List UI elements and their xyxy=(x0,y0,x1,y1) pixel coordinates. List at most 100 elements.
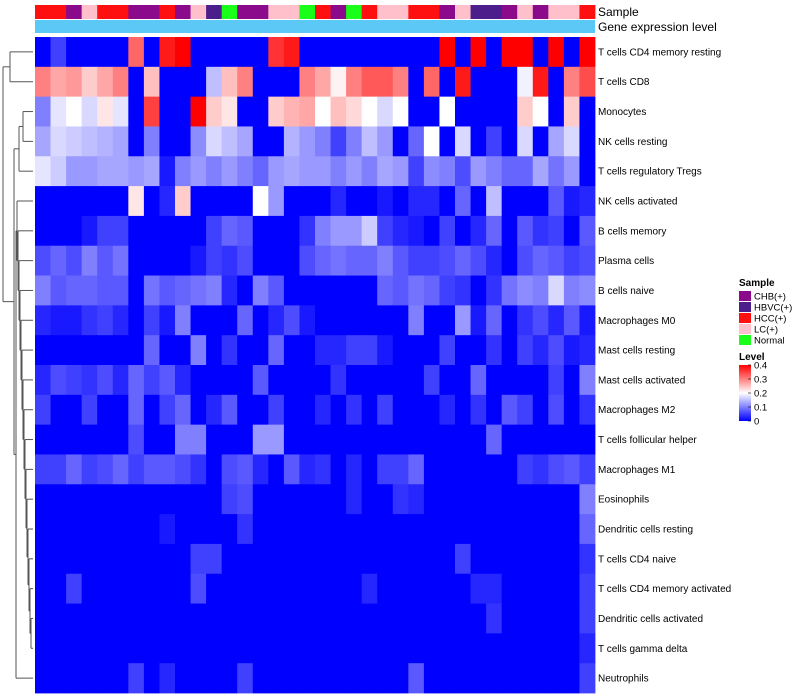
heatmap-cell xyxy=(548,335,565,366)
heatmap-cell xyxy=(268,543,285,575)
heatmap-cell xyxy=(532,365,549,396)
heatmap-cell xyxy=(268,394,285,426)
heatmap-cell xyxy=(423,215,440,247)
heatmap-cell xyxy=(315,66,331,98)
heatmap-cell xyxy=(252,96,269,127)
heatmap-cell xyxy=(35,663,51,694)
heatmap-cell xyxy=(50,215,67,247)
heatmap-cell xyxy=(563,543,580,575)
heatmap-cell xyxy=(299,156,316,187)
heatmap-cell xyxy=(206,454,223,485)
heatmap-cell xyxy=(283,543,300,575)
heatmap-cell xyxy=(579,126,596,157)
sample-legend-label: LC(+) xyxy=(754,325,778,336)
heatmap-cell xyxy=(283,454,300,485)
heatmap-cell xyxy=(548,66,565,98)
heatmap-cell xyxy=(532,633,549,664)
heatmap-cell xyxy=(579,484,596,515)
heatmap-cell xyxy=(252,305,269,336)
sample-legend-swatch xyxy=(739,302,751,312)
heatmap-cell xyxy=(455,365,471,396)
heatmap-cell xyxy=(175,245,191,276)
heatmap-cell xyxy=(268,96,285,127)
row-label: Plasma cells xyxy=(598,256,654,267)
heatmap-cell xyxy=(221,156,238,187)
heatmap-cell xyxy=(299,394,316,426)
heatmap-cell xyxy=(50,603,67,634)
heatmap-cell xyxy=(128,305,145,336)
heatmap-cell xyxy=(206,514,223,545)
heatmap-cell xyxy=(330,603,347,634)
row-dendrogram xyxy=(2,51,33,679)
heatmap-cell xyxy=(206,663,223,694)
heatmap-cell xyxy=(66,186,83,217)
heatmap-cell xyxy=(346,484,363,515)
heatmap-cell xyxy=(455,484,471,515)
level-tick-label: 0.1 xyxy=(754,403,767,414)
heatmap-cell xyxy=(50,126,67,157)
heatmap-cell xyxy=(470,245,487,276)
heatmap-cell xyxy=(361,573,378,604)
heatmap-cell xyxy=(190,37,207,68)
heatmap-cell xyxy=(377,633,394,664)
heatmap-cell xyxy=(548,603,565,634)
heatmap-cell xyxy=(128,573,145,604)
heatmap-cell xyxy=(315,245,331,276)
expression-annotation-label: Gene expression level xyxy=(598,20,717,34)
row-label: T cells regulatory Tregs xyxy=(598,167,702,178)
heatmap-cell xyxy=(66,66,83,98)
heatmap-cell xyxy=(579,275,596,306)
heatmap-cell xyxy=(190,514,207,545)
heatmap-cell xyxy=(330,514,347,545)
heatmap-cell xyxy=(206,186,223,217)
heatmap-cell xyxy=(97,305,114,336)
heatmap-cell xyxy=(315,305,331,336)
heatmap-cell xyxy=(268,454,285,485)
heatmap-cell xyxy=(563,245,580,276)
heatmap-cell xyxy=(237,305,254,336)
heatmap-cell xyxy=(283,66,300,98)
heatmap-cell xyxy=(143,365,160,396)
heatmap-cell xyxy=(315,335,331,366)
heatmap-cell xyxy=(486,305,503,336)
heatmap-cell xyxy=(237,186,254,217)
heatmap-cell xyxy=(206,573,223,604)
heatmap-cell xyxy=(563,275,580,306)
heatmap-cell xyxy=(548,573,565,604)
heatmap-cell xyxy=(206,37,223,68)
heatmap-cell xyxy=(66,603,83,634)
heatmap-cell xyxy=(486,66,503,98)
level-tick-label: 0 xyxy=(754,417,759,428)
heatmap-cell xyxy=(439,394,456,426)
heatmap-cell xyxy=(175,96,191,127)
heatmap-cell xyxy=(517,305,534,336)
heatmap-cell xyxy=(346,37,363,68)
heatmap-cell xyxy=(268,215,285,247)
heatmap-cell xyxy=(361,365,378,396)
heatmap-cell xyxy=(517,66,534,98)
heatmap-cell xyxy=(283,96,300,127)
heatmap-cell xyxy=(377,603,394,634)
heatmap-cell xyxy=(206,245,223,276)
heatmap-cell xyxy=(392,96,409,127)
heatmap-cell xyxy=(159,573,176,604)
heatmap-cell xyxy=(563,514,580,545)
heatmap-cell xyxy=(190,186,207,217)
sample-legend-swatch xyxy=(739,335,751,345)
heatmap-cell xyxy=(315,424,331,455)
heatmap-cell xyxy=(361,335,378,366)
heatmap-cell xyxy=(159,66,176,98)
heatmap-cell xyxy=(175,305,191,336)
heatmap-cell xyxy=(548,215,565,247)
heatmap-cell xyxy=(423,96,440,127)
heatmap-cell xyxy=(346,275,363,306)
heatmap-cell xyxy=(283,573,300,604)
heatmap-cell xyxy=(221,66,238,98)
heatmap-cell xyxy=(283,603,300,634)
heatmap-cell xyxy=(221,96,238,127)
heatmap-cell xyxy=(50,573,67,604)
heatmap-cell xyxy=(35,394,51,426)
sample-annotation-cell xyxy=(268,5,285,19)
heatmap-cell xyxy=(50,633,67,664)
heatmap-cell xyxy=(81,573,98,604)
